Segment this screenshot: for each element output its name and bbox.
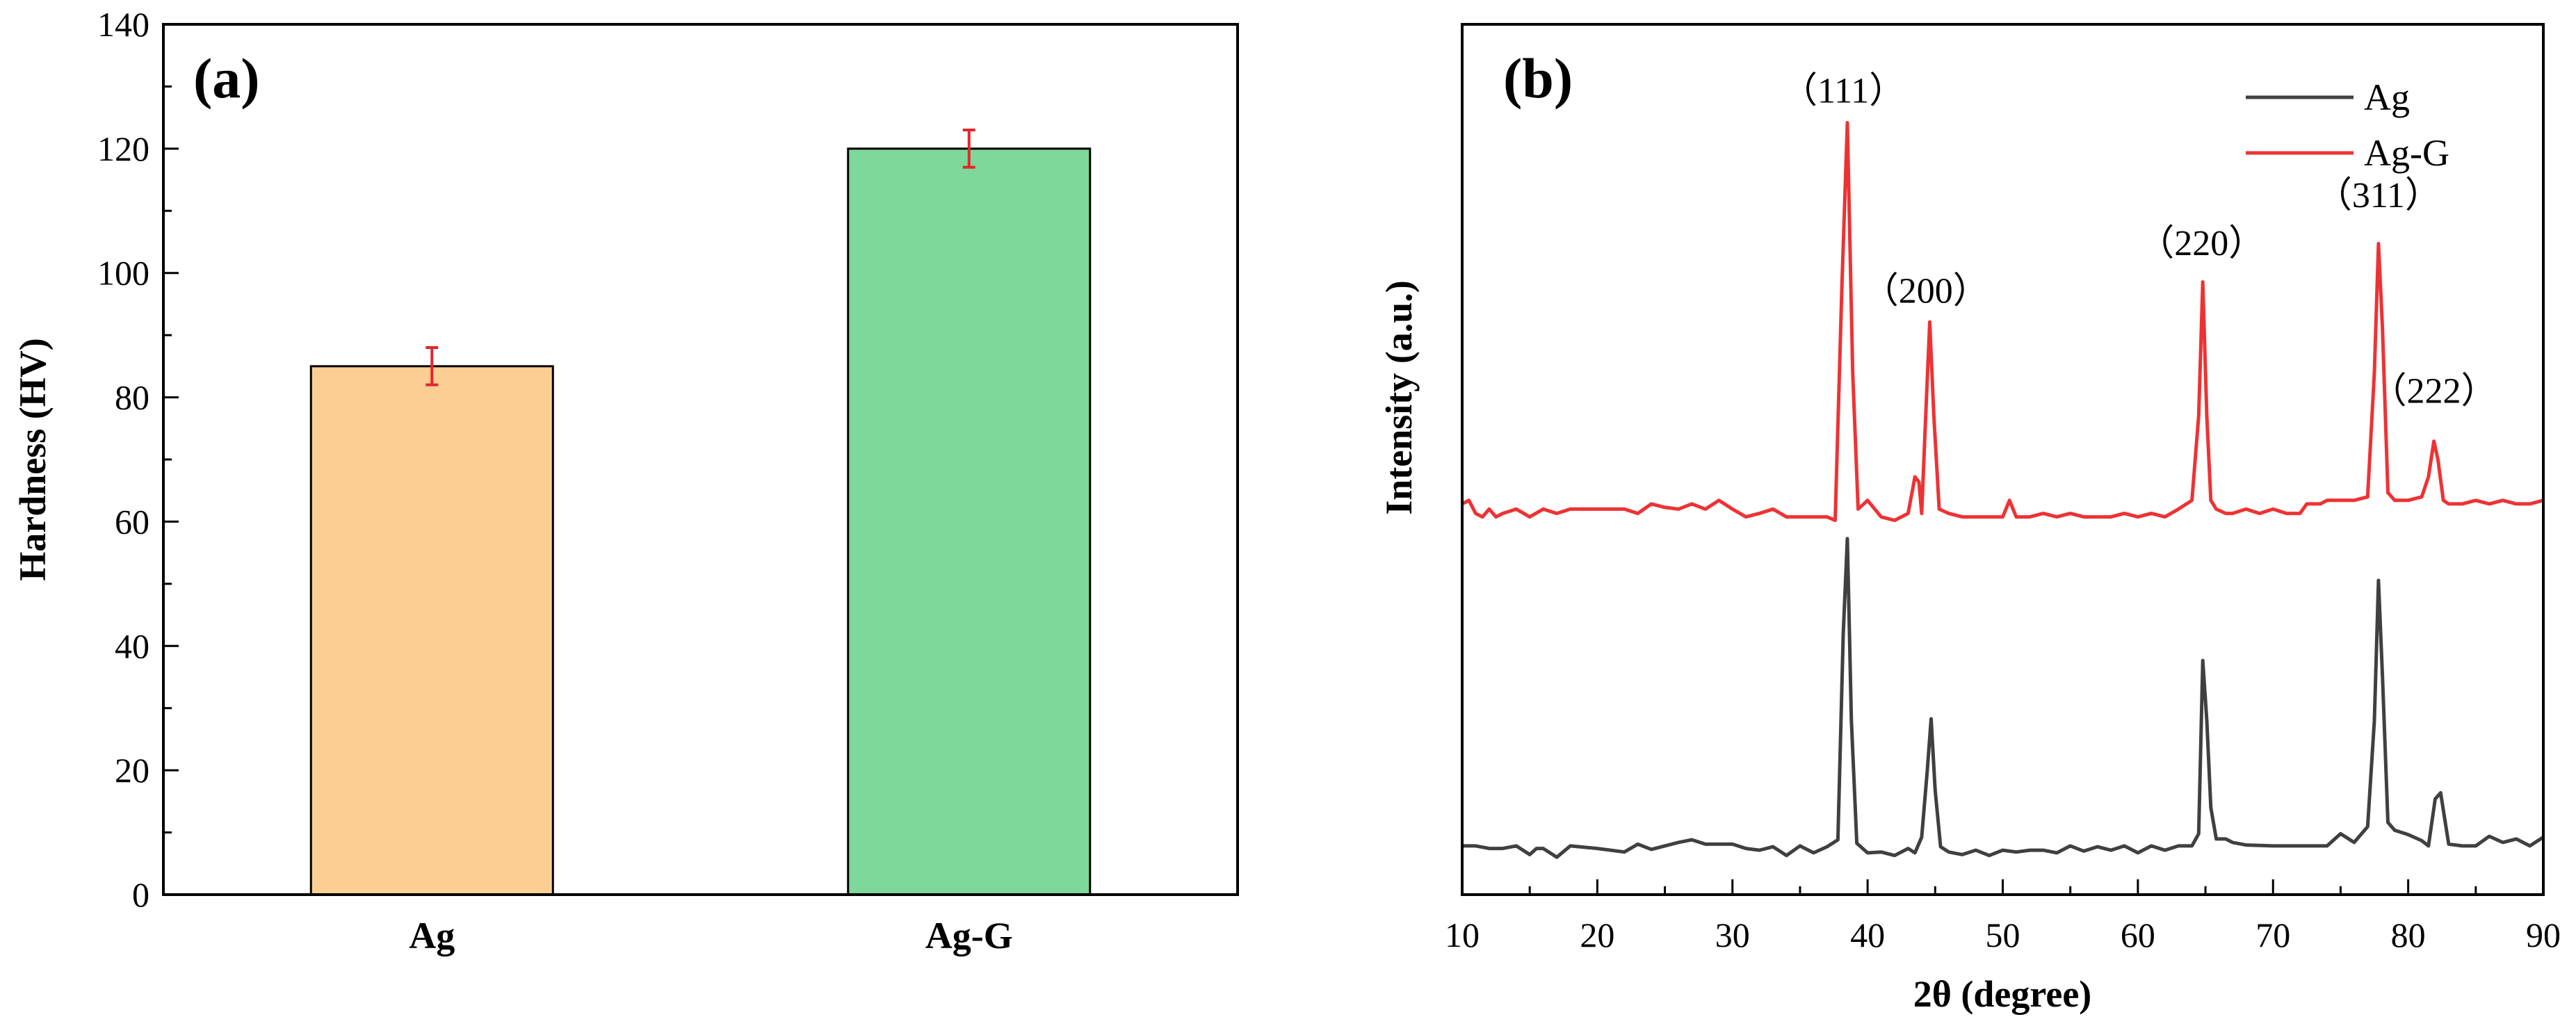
x-tick-label: 50 [1986, 915, 2020, 954]
peak-labels: （111） （200） （220） （311） （222） [1781, 72, 2497, 412]
y-tick-label: 40 [115, 626, 149, 665]
peak-label: （311） [2316, 176, 2441, 215]
series-line-ag [1462, 537, 2545, 859]
y-tick-label: 80 [115, 378, 149, 417]
x-tick-label: 80 [2391, 915, 2426, 954]
y-axis-tick-labels: 0 20 40 60 80 100 120 140 [97, 5, 149, 914]
y-tick-label: 60 [115, 502, 149, 541]
panel-label-b: (b) [1503, 47, 1573, 110]
x-tick-label: 30 [1715, 915, 1750, 954]
y-tick-label: 0 [132, 875, 149, 914]
x-axis-category-labels: Ag Ag-G [409, 915, 1012, 956]
x-axis-ticks [1461, 879, 2545, 895]
legend-label-ag-g: Ag-G [2364, 132, 2449, 174]
error-bars-layer [426, 129, 975, 386]
panel-b-xrd-line-chart: 10 20 30 40 50 60 70 80 90 （111）（200）（220）（311）（… [1378, 23, 2561, 1015]
x-category-label: Ag-G [925, 915, 1013, 956]
legend: Ag Ag-G [2246, 76, 2449, 174]
x-tick-label: 20 [1580, 915, 1614, 954]
legend-label-ag: Ag [2364, 76, 2410, 118]
bar-ag-g [847, 147, 1092, 896]
x-tick-label: 90 [2526, 915, 2561, 954]
y-tick-label: 140 [97, 5, 149, 44]
x-tick-label: 10 [1445, 915, 1480, 954]
y-axis-title-a: Hardness (HV) [12, 338, 54, 581]
x-tick-label: 40 [1850, 915, 1885, 954]
peak-label: （111） [1781, 72, 1905, 111]
series-lines-layer [1461, 121, 2545, 859]
peak-label: （222） [2371, 372, 2497, 412]
y-tick-label: 120 [97, 129, 149, 168]
error-bar-ag [426, 346, 439, 386]
y-axis-title-b: Intensity (a.u.) [1378, 280, 1420, 515]
error-bar-ag-g [962, 129, 975, 169]
y-axis-ticks [163, 23, 179, 896]
x-axis-title-b: 2θ (degree) [1913, 973, 2092, 1015]
peak-label: （200） [1863, 272, 1989, 311]
x-category-label: Ag [409, 915, 455, 956]
bar-ag [309, 365, 554, 896]
y-tick-label: 100 [97, 254, 149, 293]
x-axis-tick-labels: 10 20 30 40 50 60 70 80 90 [1445, 915, 2561, 954]
x-tick-label: 70 [2255, 915, 2290, 954]
x-tick-label: 60 [2121, 915, 2155, 954]
y-tick-label: 20 [115, 751, 149, 790]
panel-label-a: (a) [193, 47, 260, 110]
peak-label: （220） [2138, 224, 2265, 263]
series-line-ag-g [1461, 121, 2544, 523]
